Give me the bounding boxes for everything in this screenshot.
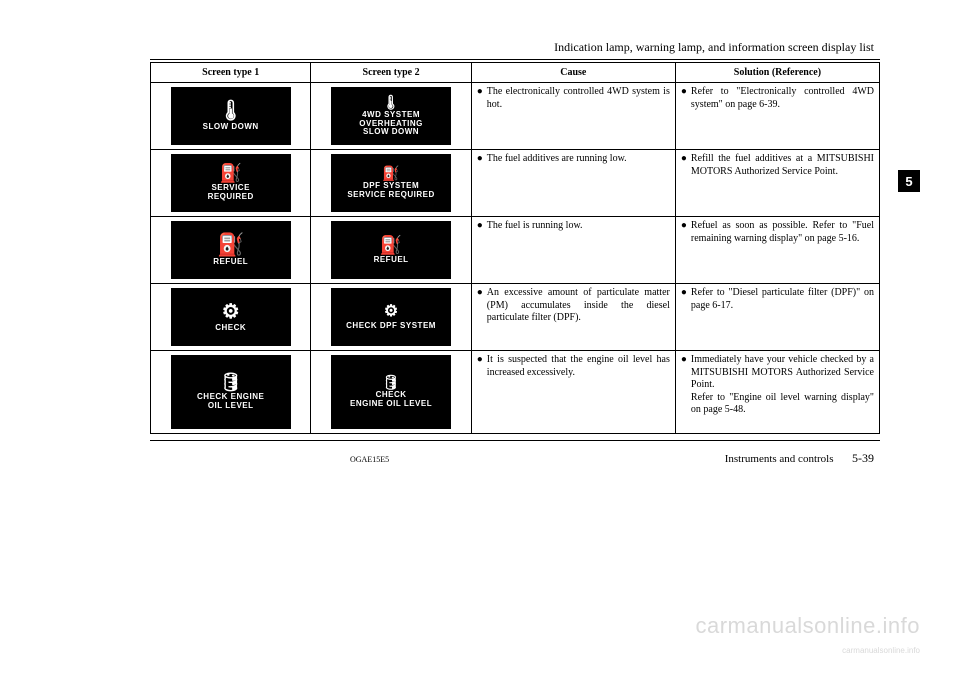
icon-cell: 🌡 SLOW DOWN xyxy=(151,83,311,150)
warning-glyph-icon: ⛽ xyxy=(219,164,241,182)
table-row: ⚙ CHECK ⚙ CHECK DPF SYSTEM ● An excessive amo… xyxy=(151,284,880,351)
warning-glyph-icon: ⚙ xyxy=(384,304,398,320)
table-row: ⛽REFUEL⛽REFUEL●The fuel is running low.●… xyxy=(151,217,880,284)
warning-icon-label: DPF SYSTEMSERVICE REQUIRED xyxy=(347,182,434,200)
warning-icon-label: 4WD SYSTEMOVERHEATINGSLOW DOWN xyxy=(359,111,423,137)
solution-cell: ● Refill the fuel additives at a MITSUBIS… xyxy=(675,150,879,217)
page-number: 5-39 xyxy=(852,451,874,465)
warning-glyph-icon: 🌡 xyxy=(382,95,400,109)
solution-cell: ● Refuel as soon as possible. Refer to "F… xyxy=(675,217,879,284)
warning-icon: ⛽ DPF SYSTEMSERVICE REQUIRED xyxy=(331,154,451,212)
col-header: Cause xyxy=(471,63,675,83)
warning-icon-label: CHECK xyxy=(215,324,246,333)
cause-text: The fuel is running low. xyxy=(487,220,670,233)
cause-cell: ● It is suspected that the engine oil lev… xyxy=(471,351,675,434)
table-header-row: Screen type 1 Screen type 2 Cause Soluti… xyxy=(151,63,880,83)
warning-table: Screen type 1 Screen type 2 Cause Soluti… xyxy=(150,62,880,434)
solution-cell: ● Immediately have your vehicle checked b… xyxy=(675,351,879,434)
bullet-icon: ● xyxy=(681,287,687,299)
solution-text: Immediately have your vehicle checked by… xyxy=(691,354,874,417)
warning-icon-label: REFUEL xyxy=(374,256,409,265)
warning-glyph-icon: ⛽ xyxy=(217,234,244,256)
warning-glyph-icon: ⚙ xyxy=(222,302,240,322)
warning-icon: ⚙ CHECK DPF SYSTEM xyxy=(331,288,451,346)
icon-cell: 🌡 4WD SYSTEMOVERHEATINGSLOW DOWN xyxy=(311,83,471,150)
solution-cell: ● Refer to "Diesel particulate filter (DP… xyxy=(675,284,879,351)
solution-text: Refill the fuel additives at a MITSUBISH… xyxy=(691,153,874,178)
doc-code: OGAE15E5 xyxy=(150,455,389,464)
warning-icon: ⚙ CHECK xyxy=(171,288,291,346)
divider-top xyxy=(150,59,880,60)
bullet-icon: ● xyxy=(681,220,687,232)
warning-glyph-icon: 🌡 xyxy=(218,101,243,121)
warning-glyph-icon: 🛢 xyxy=(219,373,242,391)
bullet-icon: ● xyxy=(681,86,687,98)
solution-text: Refer to "Diesel particulate filter (DPF… xyxy=(691,287,874,312)
table-row: 🌡 SLOW DOWN 🌡 4WD SYSTEMOVERHEATINGSLOW DOW… xyxy=(151,83,880,150)
cause-cell: ● The electronically controlled 4WD syste… xyxy=(471,83,675,150)
warning-icon: 🌡 4WD SYSTEMOVERHEATINGSLOW DOWN xyxy=(331,87,451,145)
icon-cell: 🛢 CHECKENGINE OIL LEVEL xyxy=(311,351,471,434)
warning-icon: ⛽ REFUEL xyxy=(171,221,291,279)
solution-text: Refer to "Electronically controlled 4WD … xyxy=(691,86,874,111)
table-row: ⛽ SERVICEREQUIRED ⛽ DPF SYSTEMSERVICE REQUI… xyxy=(151,150,880,217)
bullet-icon: ● xyxy=(477,287,483,299)
warning-icon: 🌡 SLOW DOWN xyxy=(171,87,291,145)
bullet-icon: ● xyxy=(477,86,483,98)
table-row: 🛢 CHECK ENGINEOIL LEVEL 🛢 CHECKENGINE OIL L… xyxy=(151,351,880,434)
cause-text: The electronically controlled 4WD system… xyxy=(487,86,670,111)
warning-icon-label: REFUEL xyxy=(213,258,248,267)
col-header: Solution (Reference) xyxy=(675,63,879,83)
warning-glyph-icon: 🛢 xyxy=(382,375,400,389)
bullet-icon: ● xyxy=(477,220,483,232)
col-header: Screen type 2 xyxy=(311,63,471,83)
icon-cell: ⛽ DPF SYSTEMSERVICE REQUIRED xyxy=(311,150,471,217)
warning-glyph-icon: ⛽ xyxy=(380,236,402,254)
section-title: Indication lamp, warning lamp, and infor… xyxy=(150,40,880,55)
chapter-tab: 5 xyxy=(898,170,920,192)
warning-icon-label: CHECKENGINE OIL LEVEL xyxy=(350,391,432,409)
warning-icon-label: CHECK DPF SYSTEM xyxy=(346,322,436,331)
divider-bottom xyxy=(150,440,880,441)
bullet-icon: ● xyxy=(681,354,687,366)
cause-text: It is suspected that the engine oil leve… xyxy=(487,354,670,379)
warning-icon: ⛽ REFUEL xyxy=(331,221,451,279)
warning-icon-label: CHECK ENGINEOIL LEVEL xyxy=(197,393,264,411)
cause-cell: ● The fuel additives are running low. xyxy=(471,150,675,217)
cause-cell: ● The fuel is running low. xyxy=(471,217,675,284)
page-footer: OGAE15E5 Instruments and controls 5-39 xyxy=(150,451,880,466)
warning-icon-label: SLOW DOWN xyxy=(203,123,259,132)
icon-cell: ⚙ CHECK xyxy=(151,284,311,351)
chapter-label: Instruments and controls xyxy=(725,453,834,465)
warning-icon-label: SERVICEREQUIRED xyxy=(208,184,254,202)
solution-cell: ● Refer to "Electronically controlled 4WD… xyxy=(675,83,879,150)
page-content: Indication lamp, warning lamp, and infor… xyxy=(0,0,960,486)
solution-text: Refuel as soon as possible. Refer to "Fu… xyxy=(691,220,874,245)
warning-icon: ⛽ SERVICEREQUIRED xyxy=(171,154,291,212)
bullet-icon: ● xyxy=(477,153,483,165)
icon-cell: ⛽ REFUEL xyxy=(151,217,311,284)
watermark-small: carmanualsonline.info xyxy=(842,646,920,655)
icon-cell: ⛽ REFUEL xyxy=(311,217,471,284)
cause-cell: ● An excessive amount of particulate matt… xyxy=(471,284,675,351)
icon-cell: ⛽ SERVICEREQUIRED xyxy=(151,150,311,217)
cause-text: The fuel additives are running low. xyxy=(487,153,670,166)
bullet-icon: ● xyxy=(477,354,483,366)
warning-icon: 🛢 CHECKENGINE OIL LEVEL xyxy=(331,355,451,429)
watermark: carmanualsonline.info xyxy=(695,613,920,639)
col-header: Screen type 1 xyxy=(151,63,311,83)
cause-text: An excessive amount of particulate matte… xyxy=(487,287,670,325)
icon-cell: ⚙ CHECK DPF SYSTEM xyxy=(311,284,471,351)
warning-icon: 🛢 CHECK ENGINEOIL LEVEL xyxy=(171,355,291,429)
bullet-icon: ● xyxy=(681,153,687,165)
icon-cell: 🛢 CHECK ENGINEOIL LEVEL xyxy=(151,351,311,434)
warning-glyph-icon: ⛽ xyxy=(382,166,399,180)
